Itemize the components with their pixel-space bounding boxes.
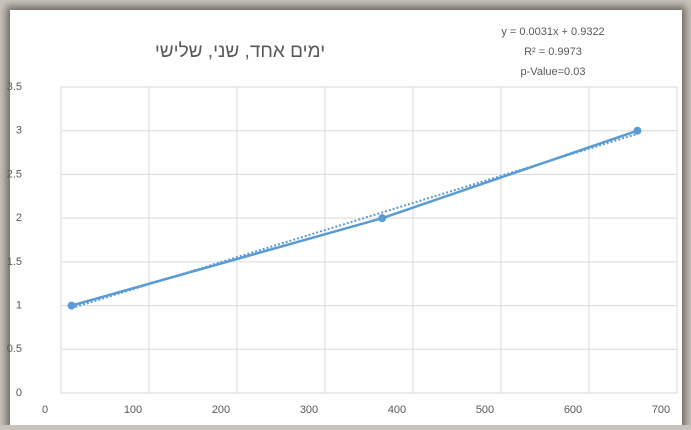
x-tick-label: 500 xyxy=(476,404,494,416)
x-tick-label: 300 xyxy=(300,404,318,416)
y-tick-label: 1 xyxy=(16,299,22,311)
y-tick-label: 3 xyxy=(16,125,22,137)
y-tick-label: 0.5 xyxy=(7,343,22,355)
x-tick-label: 100 xyxy=(124,404,142,416)
annotation: p-Value=0.03 xyxy=(521,66,586,78)
data-point xyxy=(633,126,642,135)
chart-title: ימים אחד, שני, שלישי xyxy=(155,41,325,62)
y-tick-label: 2.5 xyxy=(7,168,22,180)
chart-area xyxy=(10,10,682,430)
y-tick-label: 3.5 xyxy=(7,81,22,93)
x-tick-label: 200 xyxy=(212,404,230,416)
data-point xyxy=(67,301,76,310)
y-tick-label: 2 xyxy=(16,212,22,224)
x-tick-label: 700 xyxy=(652,404,670,416)
y-tick-label: 0 xyxy=(16,387,22,399)
data-point xyxy=(378,214,387,223)
x-tick-label: 400 xyxy=(388,404,406,416)
y-tick-label: 1.5 xyxy=(7,256,22,268)
annotation: y = 0.0031x + 0.9322 xyxy=(501,26,604,38)
x-tick-label: 600 xyxy=(564,404,582,416)
annotation: R² = 0.9973 xyxy=(524,46,582,58)
x-tick-label: 0 xyxy=(42,404,48,416)
